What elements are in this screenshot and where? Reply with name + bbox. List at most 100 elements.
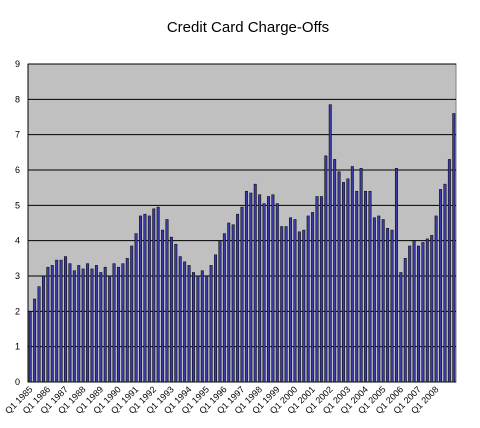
- bar: [72, 270, 76, 383]
- bar: [408, 245, 412, 383]
- y-tick-label: 6: [15, 165, 20, 175]
- bar: [359, 167, 363, 383]
- bar: [59, 259, 63, 383]
- bar: [390, 229, 394, 383]
- bar: [99, 272, 103, 383]
- bar: [46, 266, 50, 383]
- bar: [68, 263, 72, 383]
- bar: [227, 222, 231, 383]
- bar: [214, 254, 217, 383]
- bar: [306, 215, 310, 383]
- bar: [192, 272, 195, 383]
- bar: [342, 182, 345, 383]
- bar: [81, 268, 85, 383]
- bar: [328, 104, 332, 383]
- bar: [156, 206, 160, 383]
- bar: [324, 155, 328, 383]
- bar: [447, 159, 451, 383]
- bar: [187, 265, 191, 383]
- y-tick-label: 2: [15, 306, 20, 316]
- bar: [249, 192, 253, 383]
- bar: [394, 167, 398, 383]
- bar: [364, 190, 368, 383]
- y-tick-label: 9: [15, 59, 20, 69]
- bar: [152, 208, 156, 383]
- bar: [77, 265, 81, 383]
- bar: [275, 203, 279, 383]
- bar: [297, 231, 301, 383]
- bar: [355, 190, 359, 383]
- y-tick-label: 4: [15, 236, 20, 246]
- bar: [209, 265, 213, 383]
- bar: [439, 189, 443, 383]
- bar: [399, 272, 403, 383]
- bar: [452, 113, 456, 383]
- bar: [293, 219, 297, 383]
- bar: [403, 258, 407, 383]
- bar: [231, 224, 235, 383]
- bar: [37, 286, 41, 383]
- bar: [218, 240, 222, 383]
- bar: [244, 190, 248, 383]
- y-tick-label: 1: [15, 342, 20, 352]
- y-tick-label: 8: [15, 94, 20, 104]
- bar: [130, 245, 134, 383]
- bar: [121, 263, 125, 383]
- bar: [434, 215, 438, 383]
- bar: [50, 265, 54, 383]
- bar: [174, 243, 178, 383]
- bar: [94, 265, 98, 383]
- bar: [240, 206, 244, 383]
- bar: [28, 311, 32, 383]
- bar: [381, 219, 385, 383]
- y-tick-label: 3: [15, 271, 20, 281]
- bar: [134, 233, 138, 383]
- bar: [147, 215, 151, 383]
- bar: [311, 212, 315, 383]
- bar: [284, 226, 288, 383]
- bar: [368, 190, 372, 383]
- bar: [425, 238, 429, 383]
- bar: [64, 256, 67, 383]
- bar: [236, 213, 240, 383]
- bar: [112, 263, 116, 383]
- bar: [222, 233, 226, 383]
- bar: [386, 228, 390, 383]
- bar: [253, 183, 257, 383]
- bar: [417, 245, 420, 383]
- bar: [271, 194, 275, 383]
- bar: [86, 263, 90, 383]
- y-tick-label: 5: [15, 200, 20, 210]
- bar: [165, 219, 169, 383]
- bar: [430, 235, 434, 383]
- bar: [280, 226, 284, 383]
- bar: [372, 217, 376, 383]
- bar: [125, 258, 129, 383]
- bar: [346, 178, 350, 383]
- bar: [41, 275, 45, 383]
- bar: [139, 215, 142, 383]
- bar: [333, 159, 337, 383]
- bar: [337, 171, 341, 383]
- bar: [302, 229, 306, 383]
- y-tick-label: 7: [15, 130, 20, 140]
- bar: [350, 166, 354, 383]
- bar: [258, 194, 262, 383]
- bar: [196, 275, 200, 383]
- chart-title: Credit Card Charge-Offs: [167, 19, 329, 36]
- bar: [443, 183, 447, 383]
- bar: [108, 275, 112, 383]
- bar: [289, 217, 293, 383]
- bar: [55, 259, 59, 383]
- bar: [90, 268, 94, 383]
- bar: [143, 213, 147, 383]
- bar: [183, 261, 187, 383]
- bar: [33, 298, 37, 383]
- bar: [412, 240, 416, 383]
- bar: [178, 256, 182, 383]
- bar: [377, 215, 381, 383]
- bar: [262, 203, 266, 383]
- bar: [319, 196, 323, 383]
